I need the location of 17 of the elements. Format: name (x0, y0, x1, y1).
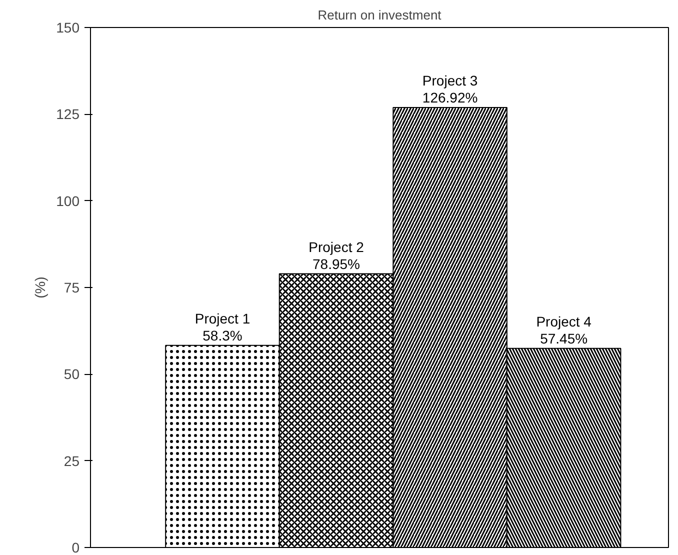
y-tick-label: 75 (64, 280, 80, 296)
data-label: 126.92% (422, 90, 478, 106)
data-label: 78.95% (312, 256, 360, 272)
y-tick-label: 0 (72, 540, 80, 555)
x-tick-label: Project 3 (422, 72, 478, 89)
x-tick-label: Project 1 (194, 310, 250, 326)
data-label: 57.45% (540, 330, 588, 346)
data-label: 58.3% (202, 327, 242, 344)
x-tick-label: Project 2 (308, 238, 364, 255)
y-tick-label: 150 (56, 20, 80, 36)
y-tick-label: 100 (56, 192, 80, 209)
y-axis-title: (%) (32, 276, 48, 298)
y-tick-label: 125 (56, 106, 80, 122)
x-tick-label: Project 4 (536, 313, 592, 330)
y-tick-label: 50 (64, 366, 80, 382)
y-tick-label: 25 (64, 452, 80, 469)
chart-title: Return on investment (318, 8, 442, 22)
